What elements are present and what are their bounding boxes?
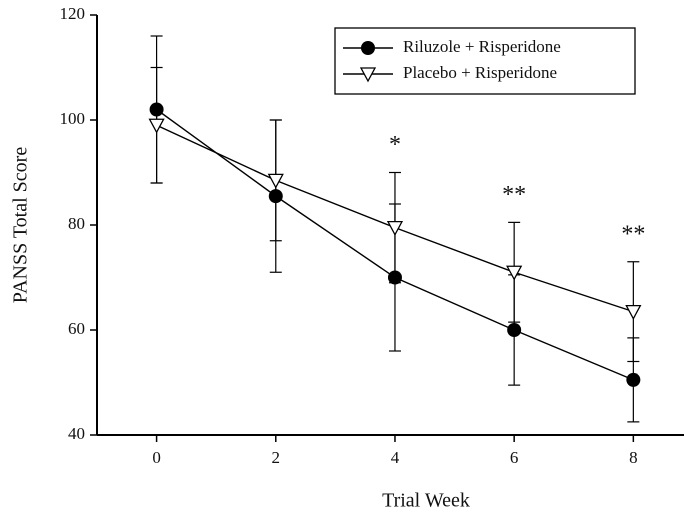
legend-box	[334, 27, 636, 95]
x-axis-label: Trial Week	[382, 490, 470, 512]
y-tick-label: 40	[68, 424, 85, 443]
annotation: **	[502, 182, 526, 208]
data-point	[506, 265, 523, 281]
data-point	[626, 372, 641, 387]
data-point	[267, 173, 284, 189]
x-tick-label: 2	[272, 448, 281, 467]
x-tick-label: 0	[152, 448, 161, 467]
legend-marker	[359, 67, 377, 83]
x-tick-label: 8	[629, 448, 638, 467]
x-tick-label: 6	[510, 448, 519, 467]
annotation: **	[621, 221, 645, 247]
data-point	[507, 323, 522, 337]
data-point	[386, 220, 404, 236]
y-axis-label: PANSS Total Score	[10, 147, 32, 304]
data-point	[148, 118, 165, 134]
y-tick-label: 60	[68, 319, 85, 338]
y-tick-label: 80	[68, 214, 85, 233]
annotation: *	[389, 132, 401, 158]
legend-label: Placebo + Risperidone	[403, 63, 557, 82]
y-tick-label: 100	[60, 109, 86, 128]
x-tick-label: 4	[391, 448, 400, 467]
data-point	[625, 304, 642, 320]
legend-label: Riluzole + Risperidone	[403, 37, 561, 56]
y-tick-label: 120	[60, 4, 86, 23]
legend-marker	[361, 41, 375, 55]
